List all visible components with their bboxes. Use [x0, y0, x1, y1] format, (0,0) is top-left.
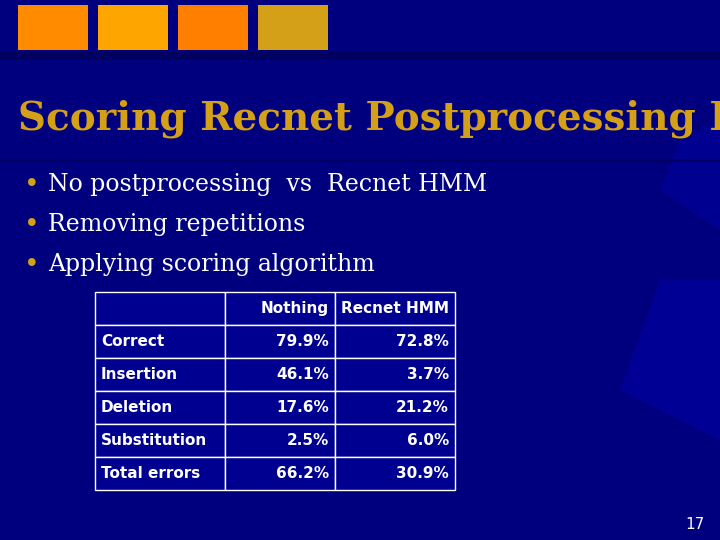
Text: Nothing: Nothing [261, 301, 329, 316]
Text: •: • [24, 212, 40, 238]
Text: 3.7%: 3.7% [407, 367, 449, 382]
Text: •: • [24, 252, 40, 278]
Bar [335, 457, 455, 490]
Text: Insertion: Insertion [101, 367, 178, 382]
Bar [178, 5, 248, 50]
Bar [335, 358, 455, 391]
Text: Substitution: Substitution [101, 433, 207, 448]
Text: Correct: Correct [101, 334, 164, 349]
Bar [335, 391, 455, 424]
Text: 79.9%: 79.9% [276, 334, 329, 349]
Bar [0, 52, 720, 60]
Bar [335, 325, 455, 358]
Text: Removing repetitions: Removing repetitions [48, 213, 305, 237]
Text: 2.5%: 2.5% [287, 433, 329, 448]
Text: Scoring Recnet Postprocessing HMM: Scoring Recnet Postprocessing HMM [18, 100, 720, 138]
Bar [95, 457, 225, 490]
Bar [225, 325, 335, 358]
Text: •: • [24, 172, 40, 198]
Text: 30.9%: 30.9% [396, 466, 449, 481]
Bar [225, 457, 335, 490]
Text: 72.8%: 72.8% [396, 334, 449, 349]
Bar [225, 292, 335, 325]
Bar [98, 5, 168, 50]
Text: Deletion: Deletion [101, 400, 174, 415]
Polygon shape [620, 280, 720, 440]
Text: 66.2%: 66.2% [276, 466, 329, 481]
Bar [18, 5, 88, 50]
Bar [225, 424, 335, 457]
Bar [95, 358, 225, 391]
Polygon shape [660, 120, 720, 230]
Text: 21.2%: 21.2% [396, 400, 449, 415]
Bar [95, 391, 225, 424]
Text: 46.1%: 46.1% [276, 367, 329, 382]
Bar [225, 358, 335, 391]
Text: Recnet HMM: Recnet HMM [341, 301, 449, 316]
Bar [0, 159, 720, 162]
Bar [335, 292, 455, 325]
Bar [258, 5, 328, 50]
Text: 17.6%: 17.6% [276, 400, 329, 415]
Text: Total errors: Total errors [101, 466, 200, 481]
Text: Applying scoring algorithm: Applying scoring algorithm [48, 253, 374, 276]
Text: 17: 17 [685, 517, 705, 532]
Text: 6.0%: 6.0% [407, 433, 449, 448]
Bar [95, 325, 225, 358]
Text: No postprocessing  vs  Recnet HMM: No postprocessing vs Recnet HMM [48, 173, 487, 197]
Bar [335, 424, 455, 457]
Bar [225, 391, 335, 424]
Bar [95, 424, 225, 457]
Bar [95, 292, 225, 325]
